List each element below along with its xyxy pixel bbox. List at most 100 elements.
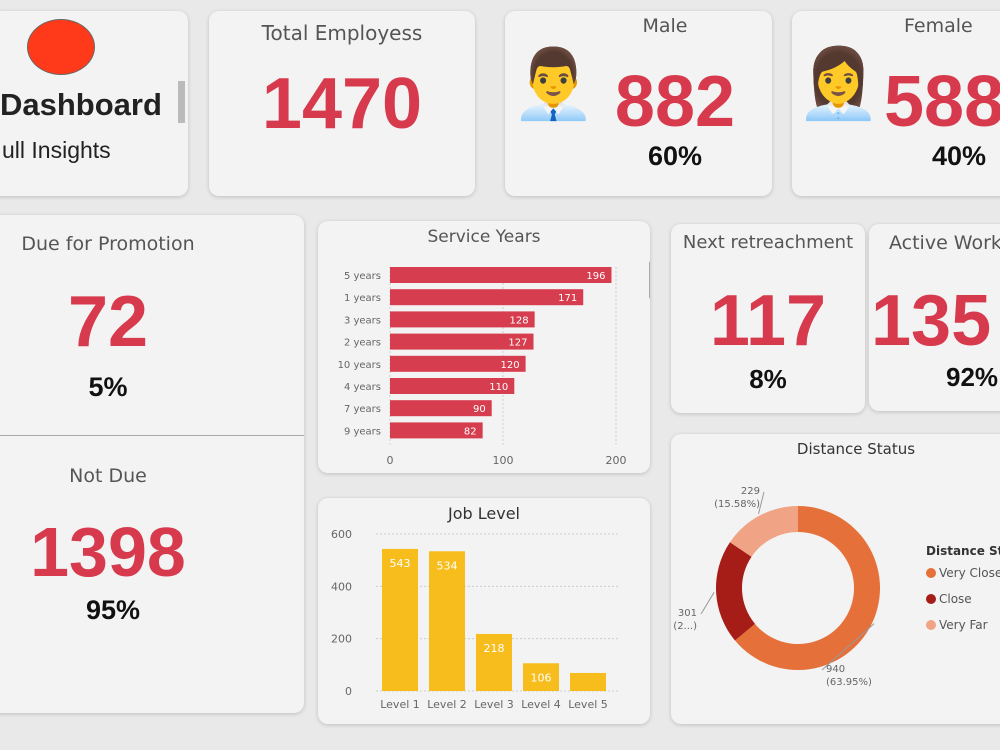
- x-tick-label: 0: [387, 454, 394, 467]
- data-label: 106: [531, 671, 552, 684]
- bar: [429, 551, 465, 691]
- bar: [390, 355, 526, 372]
- legend-marker: [926, 568, 936, 578]
- bar: [476, 633, 512, 691]
- donut-slice: [716, 542, 755, 641]
- data-label: 110: [489, 382, 508, 393]
- job-level-title: Job Level: [448, 504, 520, 523]
- category-label: 5 years: [344, 271, 381, 282]
- bar: [390, 267, 612, 283]
- y-tick-label: 0: [345, 685, 352, 698]
- male-value: 882: [614, 62, 736, 142]
- data-label: 90: [473, 404, 486, 415]
- data-label: 82: [464, 426, 477, 437]
- legend-label: Very Close: [939, 566, 1000, 580]
- promotion-label: Due for Promotion: [21, 233, 195, 255]
- category-label: 7 years: [344, 404, 381, 415]
- category-label: 9 years: [344, 426, 381, 437]
- y-tick-label: 200: [331, 633, 352, 646]
- bar: [390, 333, 534, 350]
- legend-title: Distance Sta: [926, 544, 1000, 558]
- category-label: Level 4: [521, 698, 561, 711]
- y-tick-label: 600: [331, 528, 352, 541]
- total-employees-card: Total Employess 1470: [209, 11, 475, 196]
- category-label: 4 years: [344, 382, 381, 393]
- bar: [570, 672, 606, 691]
- category-label: 3 years: [344, 315, 381, 326]
- chart-scrollbar[interactable]: [649, 261, 650, 299]
- value-label: 940: [826, 664, 845, 675]
- promotion-pct: 5%: [88, 372, 128, 402]
- active-work-card: Active Work 135 92%: [869, 224, 1000, 411]
- y-tick-label: 400: [331, 580, 352, 593]
- pct-label: (2...): [673, 621, 697, 632]
- pct-label: (63.95%): [826, 677, 872, 688]
- female-pct: 40%: [932, 141, 987, 171]
- x-tick-label: 200: [606, 454, 627, 467]
- data-label: 218: [484, 642, 505, 655]
- job-level-card: Job Level 600 400 200 0 543 Level 1 534 Level 2…: [318, 498, 650, 724]
- female-label: Female: [904, 15, 973, 37]
- data-label: 128: [510, 315, 529, 326]
- category-label: Level 2: [427, 698, 467, 711]
- active-work-pct: 92%: [946, 362, 999, 392]
- category-label: Level 3: [474, 698, 514, 711]
- man-office-worker-icon: 👨‍💼: [511, 45, 596, 124]
- bar: [382, 548, 418, 691]
- data-label: 196: [586, 271, 605, 282]
- male-label: Male: [642, 15, 688, 37]
- promotion-value: 72: [67, 282, 149, 362]
- bar: [390, 422, 483, 439]
- total-employees-value: 1470: [261, 64, 423, 144]
- retrenchment-card: Next retreachment 117 8%: [671, 224, 865, 413]
- pct-label: (15.58%): [714, 499, 760, 510]
- data-label: 120: [501, 360, 520, 371]
- bar: [390, 289, 584, 306]
- female-card: Female 👩‍💼 588 40%: [792, 11, 1000, 196]
- male-pct: 60%: [647, 141, 703, 171]
- value-label: 229: [741, 486, 760, 497]
- donut-slice: [729, 506, 798, 557]
- data-label: 534: [437, 559, 458, 572]
- distance-status-chart: 940 (63.95%) 301 (2...) 229 (15.58%) Distance …: [673, 486, 1000, 688]
- retrenchment-value: 117: [709, 281, 827, 361]
- leader-line: [700, 592, 715, 615]
- category-label: 1 years: [344, 293, 381, 304]
- legend-label: Very Far: [939, 618, 988, 632]
- legend-label: Close: [939, 592, 972, 606]
- distance-status-title: Distance Status: [796, 440, 916, 458]
- retrenchment-label: Next retreachment: [682, 232, 854, 253]
- total-employees-label: Total Employess: [261, 21, 423, 45]
- job-level-chart: 600 400 200 0 543 Level 1 534 Level 2 218 Level 3…: [331, 528, 618, 711]
- dashboard-title: Dashboard: [0, 87, 162, 122]
- not-due-pct: 95%: [85, 595, 141, 625]
- distance-status-card: Distance Status 940 (63.95%) 301 (2...) 229 (…: [671, 434, 1000, 724]
- bar: [390, 400, 492, 417]
- dashboard-subtitle: ull Insights: [2, 137, 111, 163]
- bar: [523, 663, 559, 691]
- service-years-chart: 0 100 200 5 years 196 1 years 171 3 years 128 2 y…: [338, 267, 627, 467]
- data-label: 171: [558, 293, 577, 304]
- service-years-card: Service Years 0 100 200 5 years 196 1 years 17…: [318, 221, 650, 473]
- woman-office-worker-icon: 👩‍💼: [796, 45, 881, 124]
- divider: [0, 435, 304, 436]
- scrollbar-thumb[interactable]: [178, 81, 185, 123]
- leader-line: [758, 491, 765, 514]
- leader-line: [821, 623, 875, 671]
- value-label: 301: [678, 608, 697, 619]
- female-value: 588: [884, 62, 1000, 142]
- donut-slice: [734, 506, 880, 670]
- service-years-title: Service Years: [427, 227, 541, 247]
- not-due-label: Not Due: [69, 465, 147, 487]
- logo-circle: [27, 19, 95, 75]
- promotion-card: Due for Promotion 72 5% Not Due 1398 95%: [0, 215, 304, 713]
- retrenchment-pct: 8%: [749, 364, 787, 394]
- legend-marker: [926, 620, 936, 630]
- category-label: Level 1: [380, 698, 420, 711]
- not-due-value: 1398: [30, 513, 186, 591]
- bar: [390, 311, 535, 328]
- male-card: Male 👨‍💼 882 60%: [505, 11, 772, 196]
- category-label: 10 years: [338, 360, 381, 371]
- data-label: 543: [390, 557, 411, 570]
- active-work-value: 135: [871, 281, 992, 361]
